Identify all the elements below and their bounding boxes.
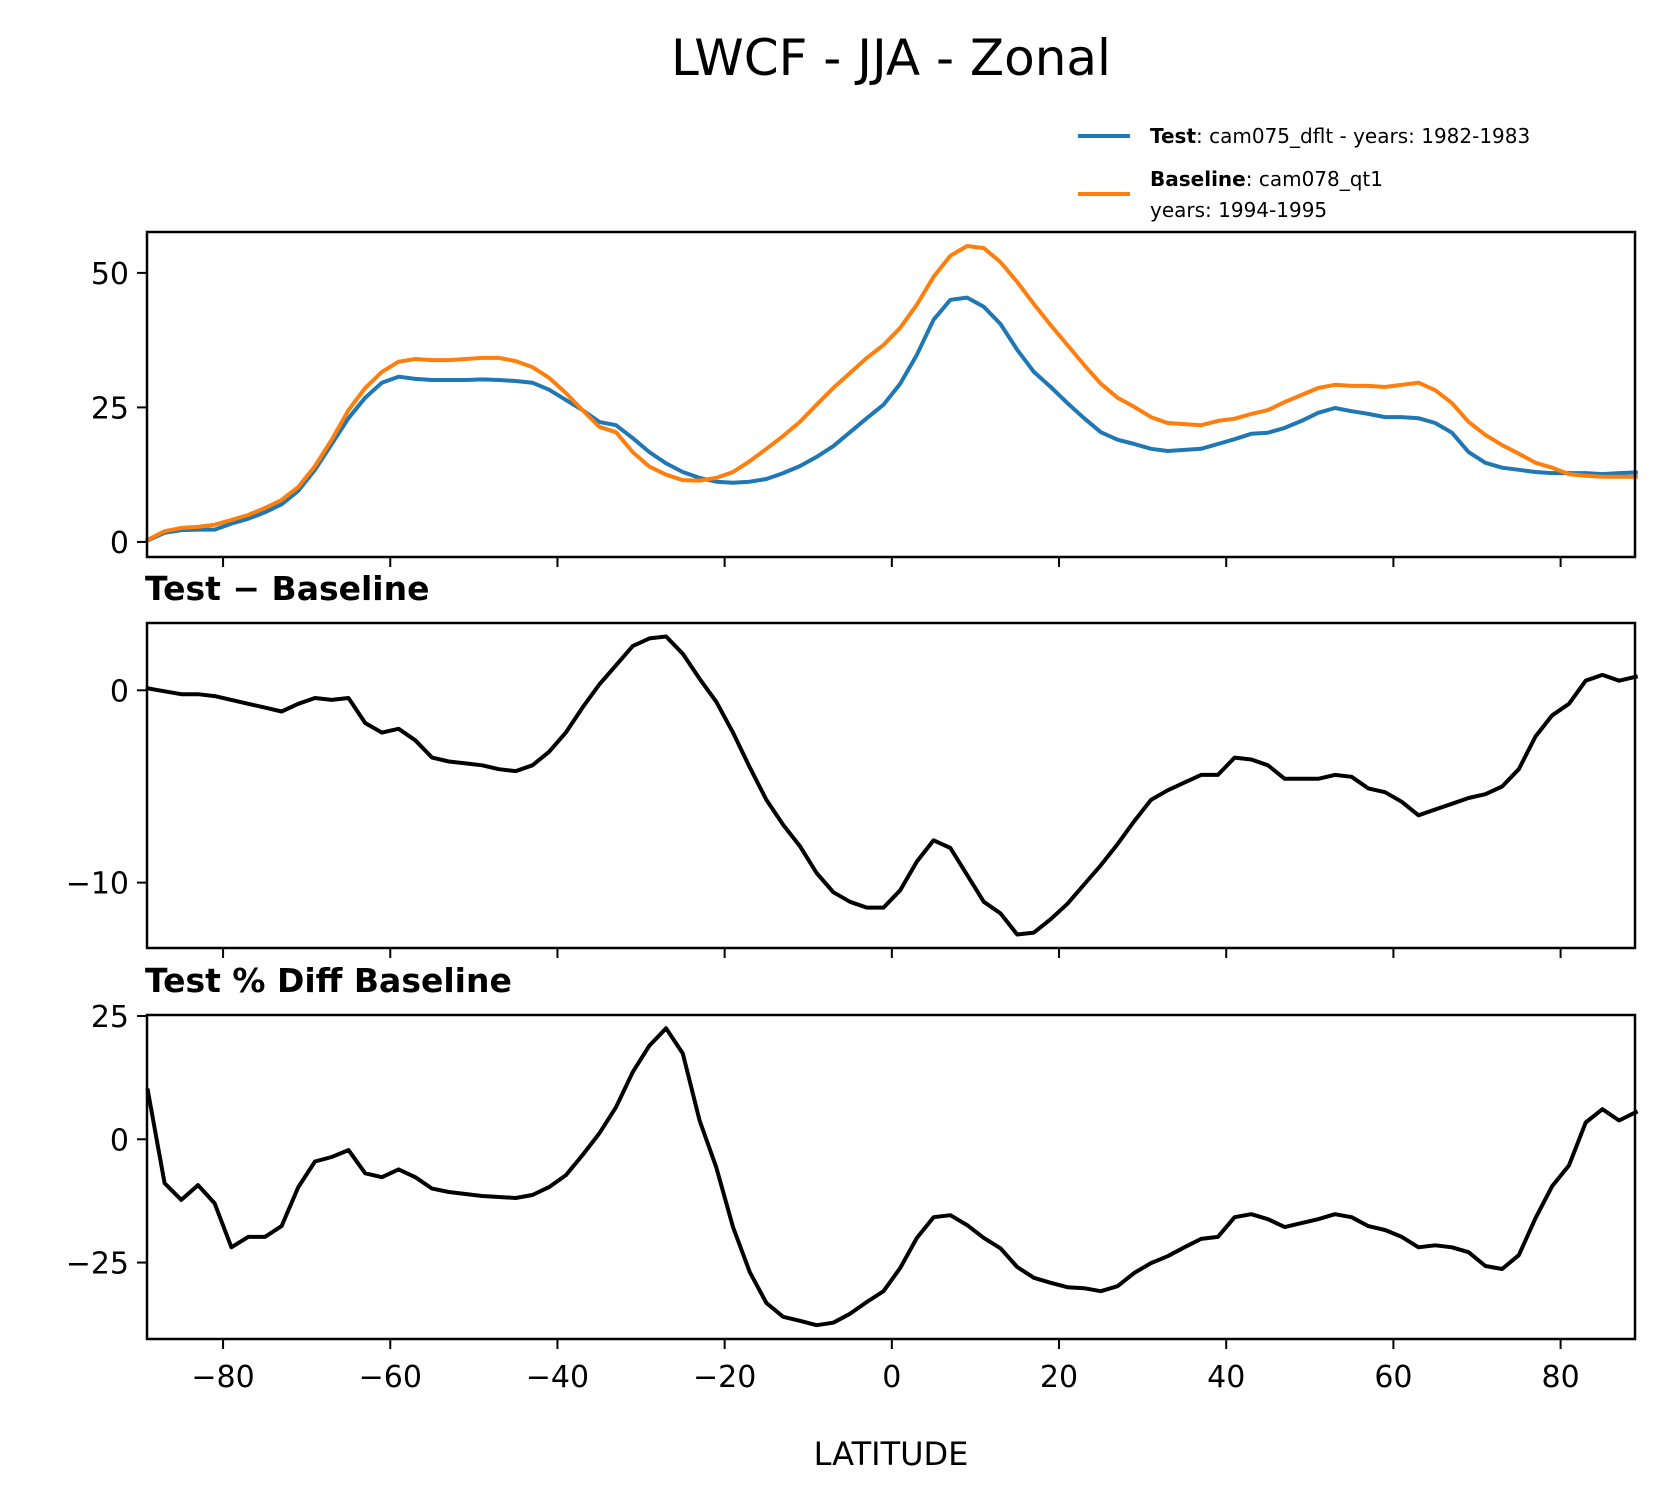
legend-label-test: Test: cam075_dflt - years: 1982-1983 xyxy=(1150,124,1530,148)
x-tick-label: −40 xyxy=(526,1360,589,1395)
legend-label-baseline: Baseline: cam078_qt1 xyxy=(1150,167,1383,191)
panel-title: Test − Baseline xyxy=(145,569,430,608)
panel-zonal-mean: 0 25 50 xyxy=(91,230,1638,567)
y-tick-label: 50 xyxy=(91,257,129,292)
x-tick-label: −20 xyxy=(693,1360,756,1395)
series-line-test xyxy=(145,295,1638,543)
legend-baseline-text: : cam078_qt1 xyxy=(1246,167,1383,191)
x-axis-label: LATITUDE xyxy=(814,1435,969,1473)
x-tick-label: 80 xyxy=(1542,1360,1580,1395)
panel-difference: −10 0 Test − Baseline xyxy=(66,569,1639,958)
figure-title: LWCF - JJA - Zonal xyxy=(671,29,1111,87)
legend-baseline-bold: Baseline xyxy=(1150,167,1246,191)
legend-test-text: : cam075_dflt - years: 1982-1983 xyxy=(1196,124,1530,148)
series-line-test-baseline xyxy=(145,634,1639,937)
legend-test-bold: Test xyxy=(1150,124,1196,148)
x-tick-label: 60 xyxy=(1374,1360,1412,1395)
x-tick-label: 40 xyxy=(1207,1360,1245,1395)
y-tick-label: 0 xyxy=(110,526,129,561)
axes-frame xyxy=(145,1013,1637,1341)
x-tick-label: −60 xyxy=(359,1360,422,1395)
legend-label-baseline-years: years: 1994-1995 xyxy=(1150,198,1327,222)
series-line-baseline xyxy=(145,244,1638,543)
x-tick-label: −80 xyxy=(191,1360,254,1395)
y-tick-label: −10 xyxy=(66,867,129,902)
x-tick-label: 20 xyxy=(1040,1360,1078,1395)
x-tick-label: 0 xyxy=(882,1360,901,1395)
y-tick-label: 0 xyxy=(110,1123,129,1158)
series-line-test-diff-baseline xyxy=(145,1026,1639,1328)
y-tick-label: 25 xyxy=(91,1000,129,1035)
legend: Test: cam075_dflt - years: 1982-1983 Bas… xyxy=(1078,124,1530,222)
y-tick-label: 25 xyxy=(91,391,129,426)
y-tick-label: 0 xyxy=(110,674,129,709)
panel-percent-difference: −25 0 25 −80 −60 −40 −20 0 20 40 60 80 Test % Diff B… xyxy=(66,961,1639,1395)
y-tick-label: −25 xyxy=(66,1247,129,1282)
panel-title: Test % Diff Baseline xyxy=(145,961,512,1000)
